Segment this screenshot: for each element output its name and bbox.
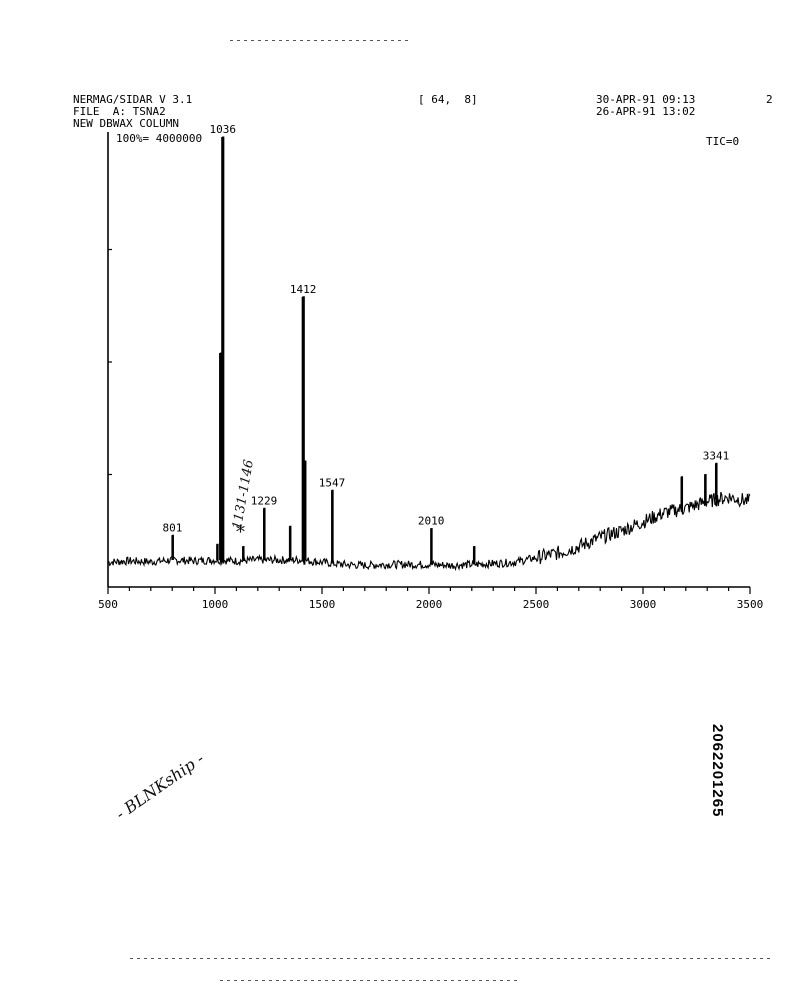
spectrum-trace: [107, 136, 751, 572]
program-title: NERMAG/SIDAR V 3.1: [73, 93, 193, 106]
trace-layer: [107, 136, 751, 572]
scan-artifact: [220, 980, 520, 981]
scan-artifact: [130, 958, 770, 959]
x-tick-label: 1000: [202, 598, 229, 611]
processed-date: 26-APR-91 13:02: [596, 105, 696, 118]
peak-label: 1036: [209, 123, 236, 136]
page-number: 2: [766, 93, 773, 106]
x-tick-label: 2000: [416, 598, 443, 611]
x-tick-label: 3500: [737, 598, 764, 611]
peak-label: 3341: [703, 449, 730, 462]
x-tick-label: 3000: [630, 598, 657, 611]
peak-label: 1229: [251, 494, 278, 507]
column-name: NEW DBWAX COLUMN: [73, 117, 179, 130]
peak-labels: 801 1036 1229 1412 1547 2010 3341: [162, 123, 729, 534]
axes: 500 1000 1500 2000 2500 3000 3500: [98, 132, 763, 611]
acquired-date: 30-APR-91 09:13: [596, 93, 696, 106]
scan-range: [ 64, 8]: [418, 93, 478, 106]
asterisk-mark: *: [236, 522, 245, 543]
peak-label: 2010: [418, 515, 445, 528]
tic-label: TIC=0: [706, 135, 740, 148]
scale-label: 100%= 4000000: [116, 132, 203, 145]
document-id: 2062201265: [709, 724, 726, 818]
x-tick-label: 2500: [523, 598, 550, 611]
peak-label: 1412: [290, 283, 317, 296]
peak-label: 801: [162, 521, 182, 534]
x-tick-label: 500: [98, 598, 118, 611]
scan-artifact: [230, 40, 410, 41]
x-tick-label: 1500: [309, 598, 336, 611]
file-name: FILE A: TSNA2: [73, 105, 166, 118]
peak-label: 1547: [319, 476, 346, 489]
